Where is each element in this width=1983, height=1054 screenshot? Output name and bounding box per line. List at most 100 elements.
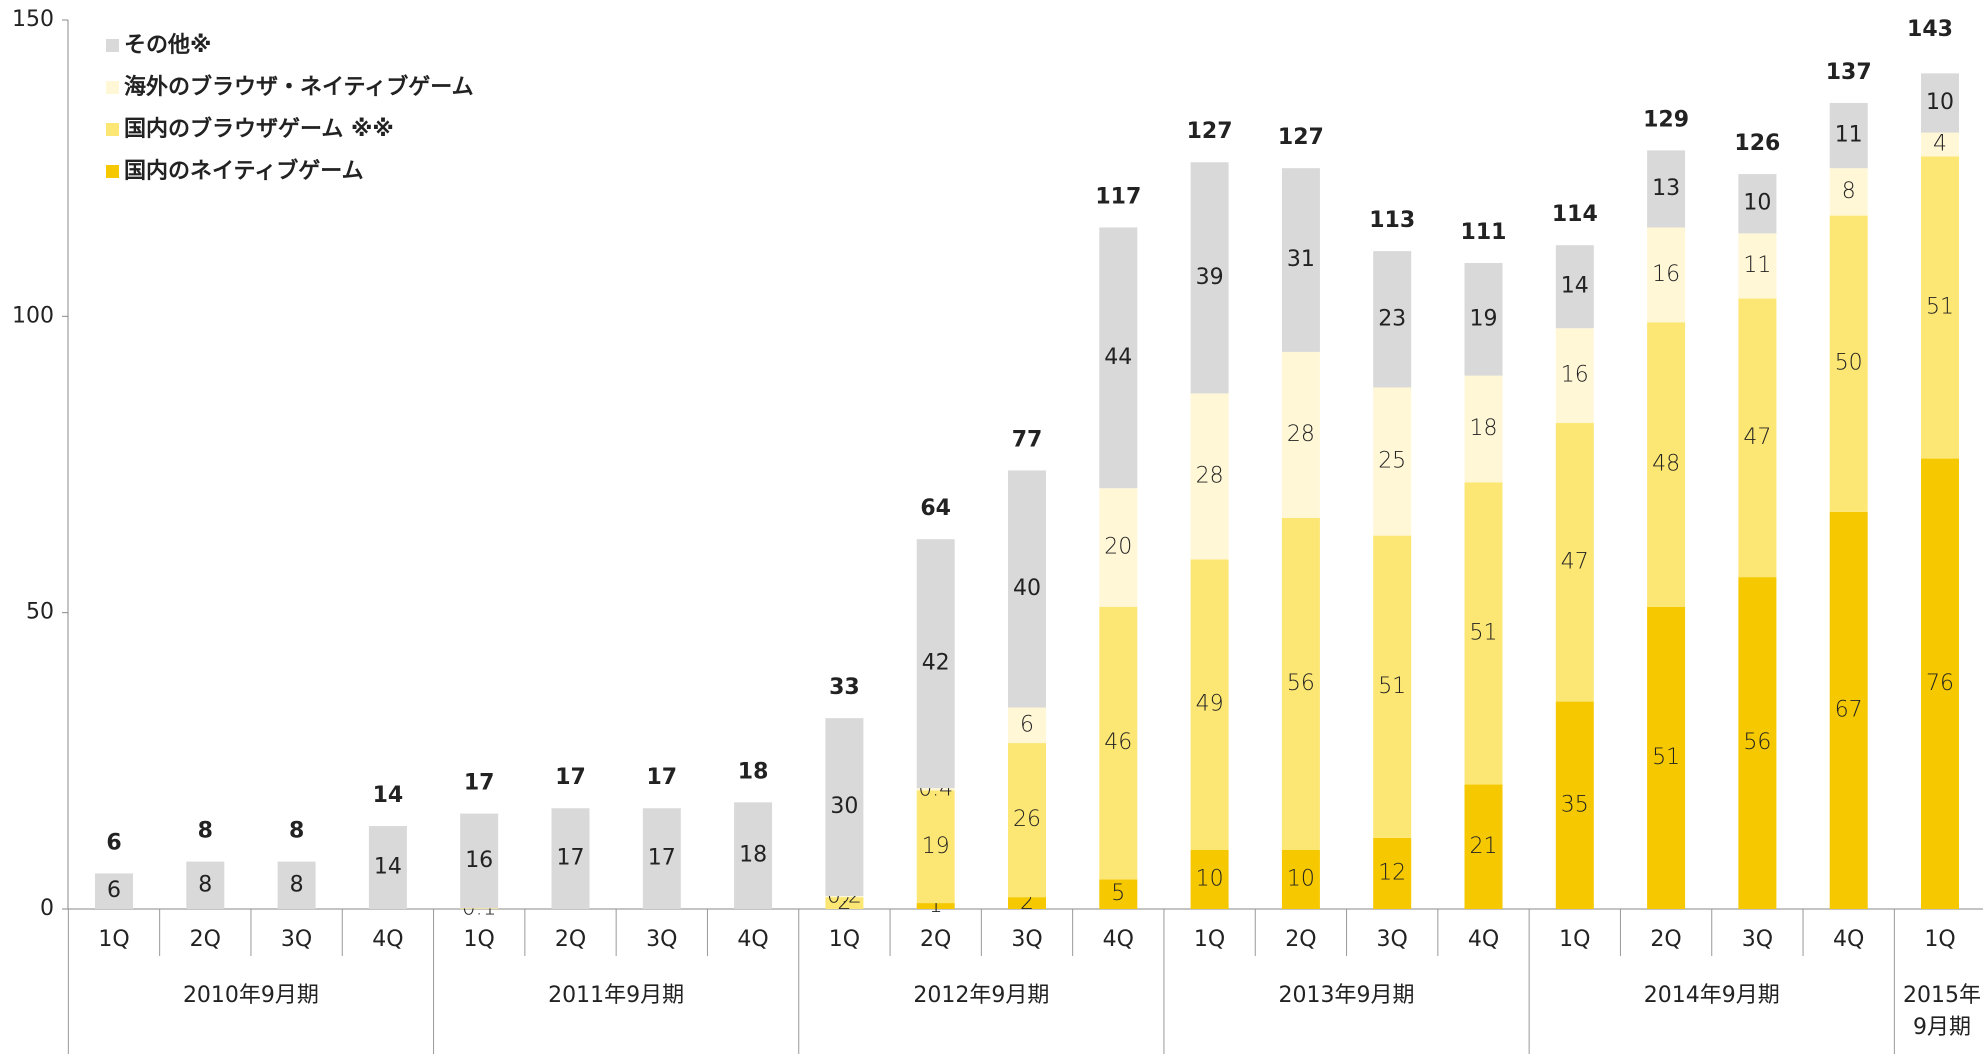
value-label: 40 (1013, 576, 1041, 601)
value-label: 47 (1561, 549, 1589, 574)
value-label: 10 (1743, 191, 1771, 216)
legend-swatch (106, 81, 119, 94)
total-label: 8 (198, 819, 213, 844)
value-label: 16 (1561, 363, 1589, 388)
value-label: 49 (1196, 692, 1224, 717)
bar-segment (1738, 233, 1777, 299)
total-label: 17 (646, 765, 677, 790)
x-tick-label: 2Q (920, 927, 951, 952)
bar-segment (825, 895, 864, 898)
total-label: 17 (555, 765, 586, 790)
x-tick-label: 4Q (1103, 927, 1134, 952)
bar-segment (734, 802, 773, 909)
legend-swatch (106, 39, 119, 52)
bar-segment (1373, 251, 1412, 388)
legend-swatch (106, 165, 119, 178)
total-label: 77 (1012, 427, 1043, 452)
bar-segment (916, 790, 955, 904)
x-tick-label: 2Q (190, 927, 221, 952)
total-label: 114 (1552, 202, 1598, 227)
bar-segment (1921, 458, 1959, 909)
bar-segment (1555, 423, 1594, 702)
value-label: 17 (648, 846, 676, 871)
total-label: 8 (289, 819, 304, 844)
bar-segment (1099, 227, 1138, 489)
x-tick-label: 4Q (372, 927, 403, 952)
bar-segment (825, 718, 864, 896)
group-label: 2010年9月期 (182, 983, 319, 1008)
bar-segment (460, 908, 499, 909)
bar-segment (1008, 470, 1046, 708)
value-label: 14 (374, 855, 402, 880)
bar-segment (186, 861, 225, 909)
y-tick-label: 150 (12, 7, 54, 32)
group-label: 2014年9月期 (1643, 983, 1780, 1008)
value-label: 56 (1743, 730, 1771, 755)
bar-segment (277, 861, 316, 909)
x-tick-label: 3Q (1011, 927, 1042, 952)
bar-segment (1190, 559, 1229, 850)
bar-segment (1464, 784, 1503, 909)
total-label: 113 (1369, 208, 1415, 233)
total-label: 18 (738, 759, 769, 784)
bar-segment (1829, 511, 1868, 909)
bar-segment (1738, 298, 1777, 578)
value-label: 50 (1835, 351, 1863, 376)
value-label: 51 (1378, 674, 1406, 699)
bar-segment (1464, 262, 1503, 376)
value-label: 44 (1104, 345, 1132, 370)
bar-segment (1921, 73, 1959, 133)
x-tick-label: 1Q (1194, 927, 1225, 952)
value-label: 8 (198, 872, 212, 897)
x-tick-label: 1Q (1559, 927, 1590, 952)
bar-segment (1099, 488, 1138, 607)
x-tick-label: 4Q (737, 927, 768, 952)
bar-segment (1647, 606, 1686, 909)
total-label: 6 (106, 830, 121, 855)
total-label: 64 (920, 496, 951, 521)
x-tick-label: 2Q (555, 927, 586, 952)
bar-segment (1373, 837, 1412, 909)
bar-segment (1281, 168, 1320, 352)
value-label: 39 (1196, 265, 1224, 290)
bar-segment (368, 826, 407, 909)
bar-segment (916, 539, 955, 789)
total-label: 14 (373, 783, 404, 808)
bar-segment (1464, 482, 1503, 785)
value-label: 6 (1020, 712, 1034, 737)
bar-segment (1647, 227, 1686, 323)
group-label: 2011年9月期 (548, 983, 685, 1008)
legend-label: 海外のブラウザ・ネイティブゲーム (124, 74, 474, 100)
bar-segment (1464, 375, 1503, 483)
y-tick-label: 50 (26, 600, 54, 625)
value-label: 19 (1470, 306, 1498, 331)
bar-segment (1008, 743, 1046, 898)
value-label: 18 (739, 843, 767, 868)
bar-segment (1647, 150, 1686, 228)
bar-segment (1373, 535, 1412, 838)
group-label: 2013年9月期 (1278, 983, 1415, 1008)
bar-segment (1738, 577, 1777, 909)
x-tick-label: 1Q (1924, 927, 1955, 952)
value-label: 20 (1104, 534, 1132, 559)
value-label: 21 (1470, 834, 1498, 859)
x-tick-label: 3Q (1377, 927, 1408, 952)
total-label: 17 (464, 771, 495, 796)
x-tick-label: 2Q (1285, 927, 1316, 952)
value-label: 4 (1933, 131, 1947, 156)
x-tick-label: 4Q (1833, 927, 1864, 952)
bar-segment (1281, 849, 1320, 909)
value-label: 5 (1111, 881, 1125, 906)
value-label: 10 (1196, 866, 1224, 891)
value-label: 28 (1287, 422, 1315, 447)
x-tick-label: 3Q (281, 927, 312, 952)
value-label: 42 (922, 651, 950, 676)
bar-segment (1190, 849, 1229, 909)
value-label: 11 (1835, 123, 1863, 148)
bar-segment (1190, 162, 1229, 394)
y-tick-label: 0 (40, 896, 54, 921)
value-label: 10 (1926, 90, 1954, 115)
x-tick-label: 1Q (464, 927, 495, 952)
